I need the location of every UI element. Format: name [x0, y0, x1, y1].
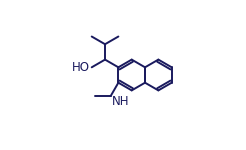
- Text: HO: HO: [72, 61, 90, 74]
- Text: NH: NH: [112, 95, 129, 108]
